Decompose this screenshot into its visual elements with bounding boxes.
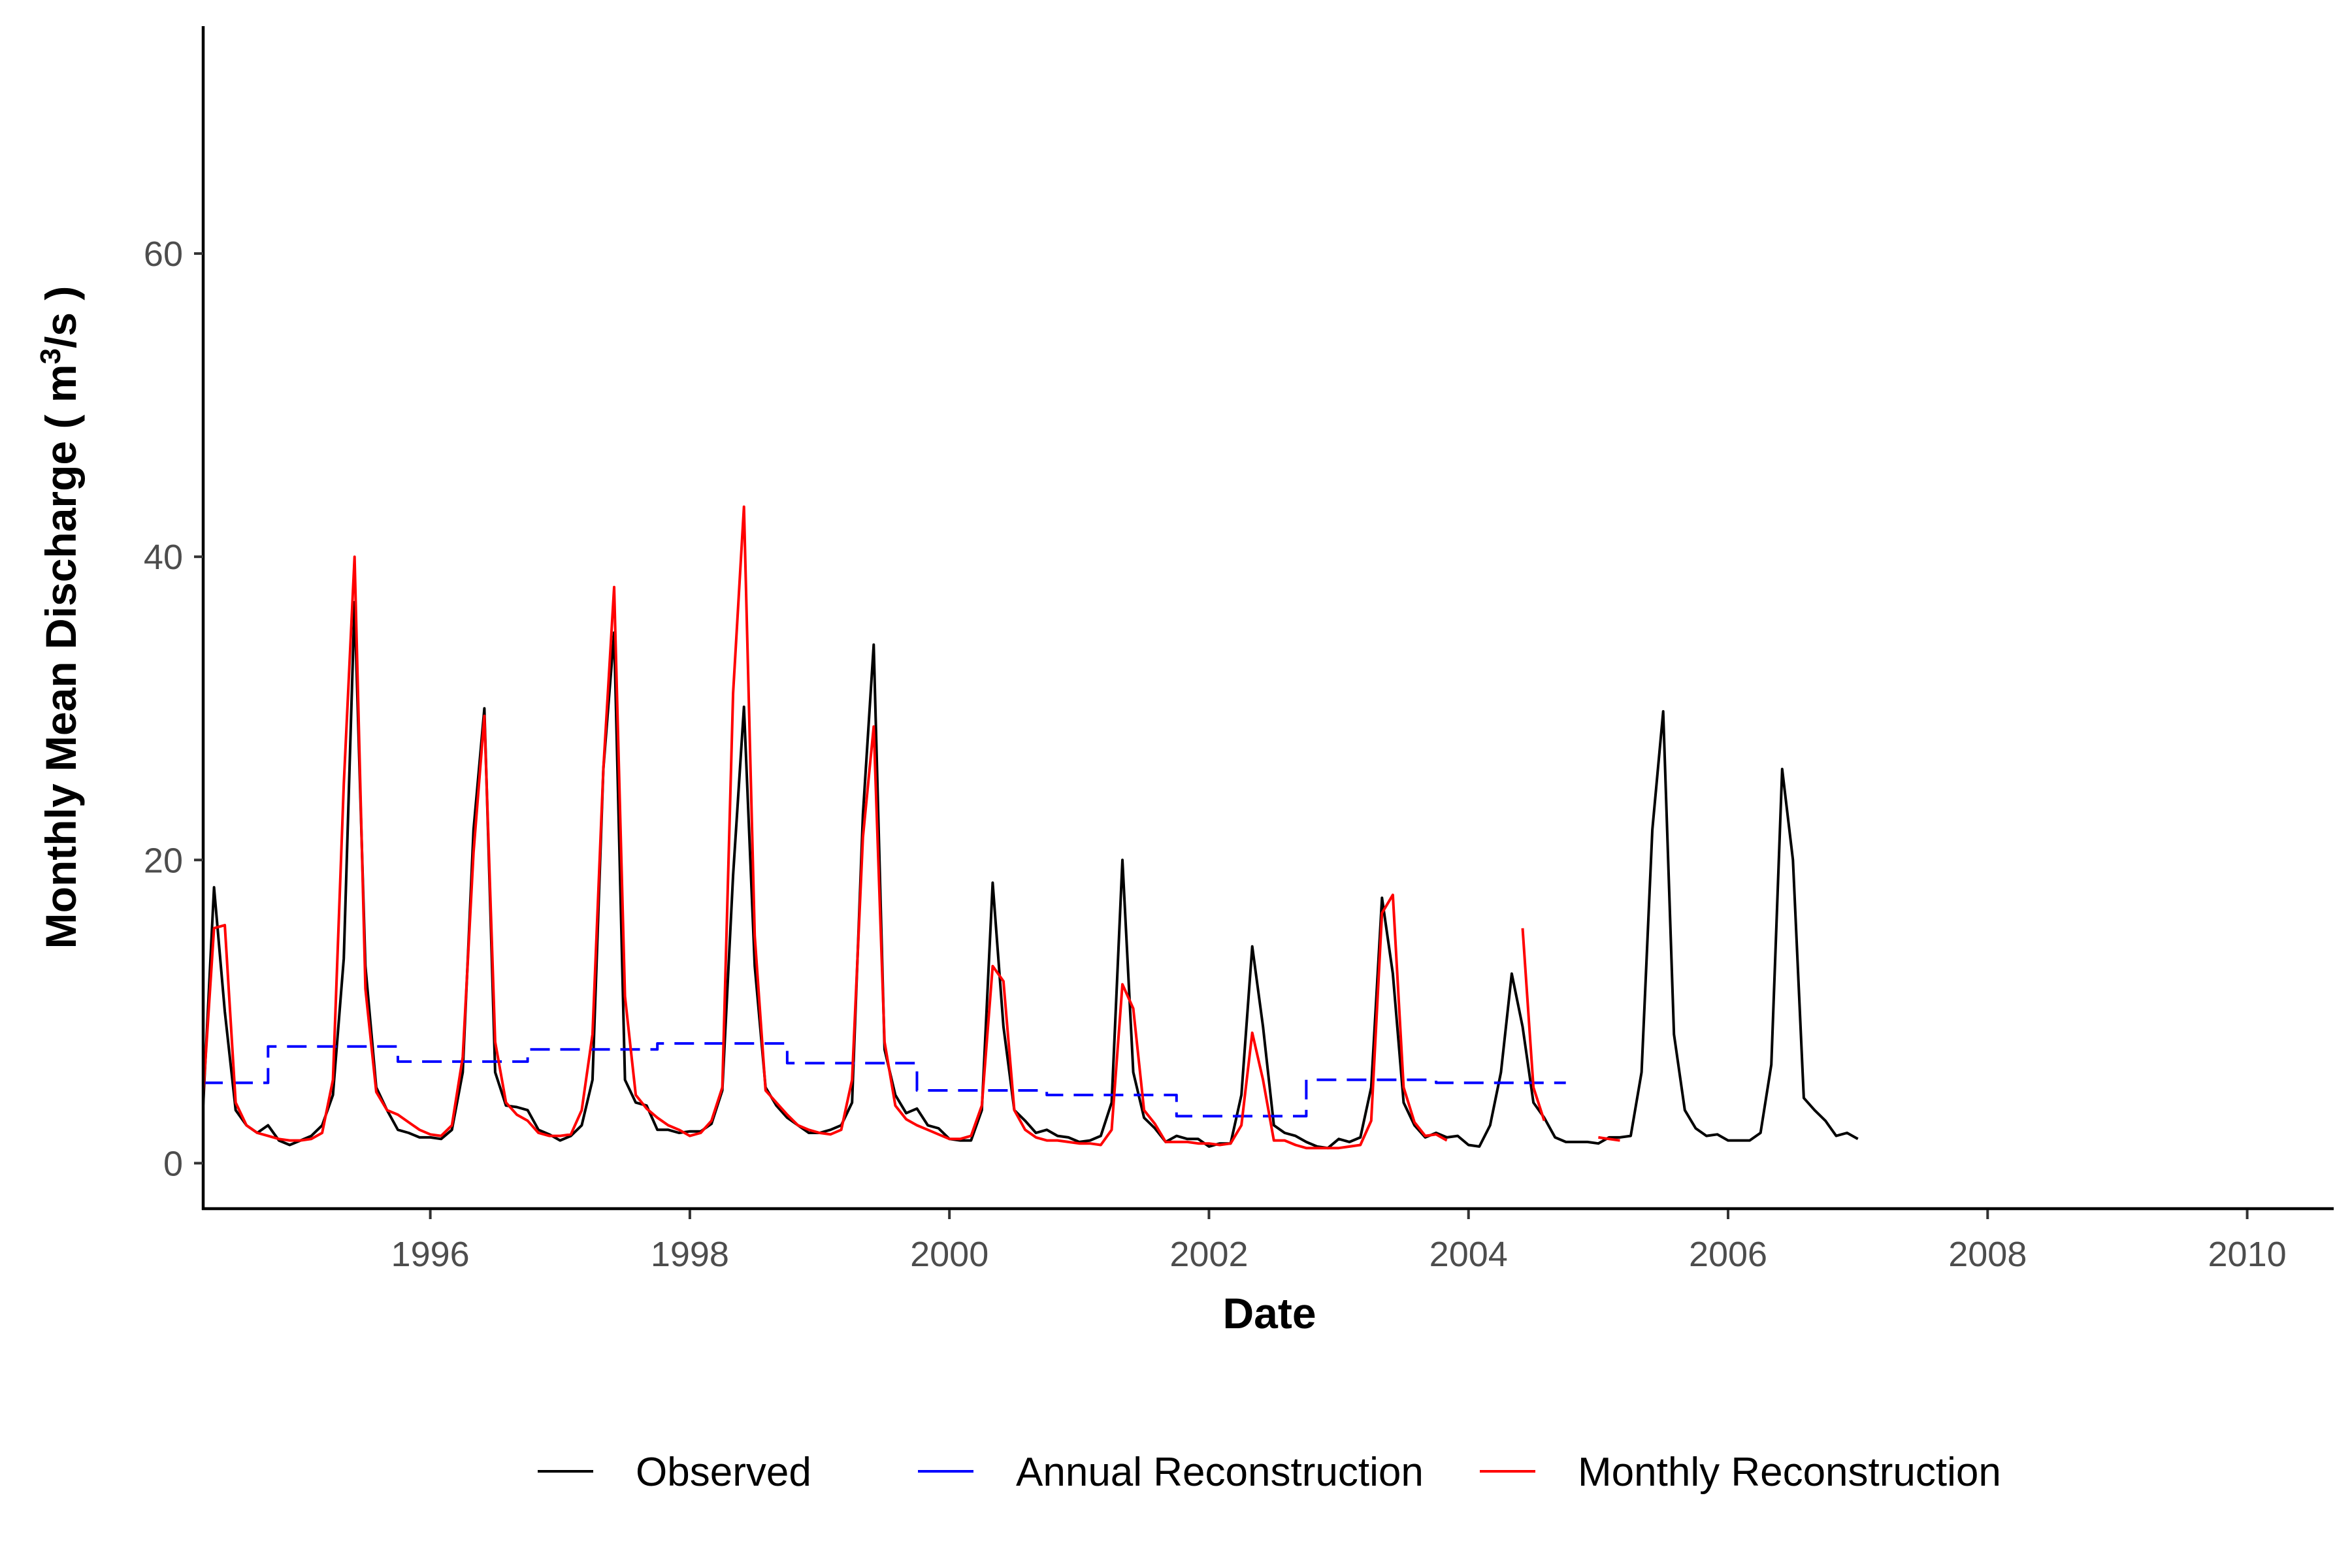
- x-tick-label: 2006: [1689, 1235, 1767, 1274]
- legend: Observed Annual Reconstruction Monthly Rec…: [538, 1450, 2001, 1495]
- x-tick-label: 1996: [391, 1235, 470, 1274]
- x-tick-label: 2000: [910, 1235, 988, 1274]
- x-axis-title: Date: [1222, 1289, 1316, 1337]
- x-tick-label: 2010: [2208, 1235, 2287, 1274]
- y-tick-label: 20: [144, 841, 183, 880]
- y-ticks: 0 20 40 60: [144, 235, 203, 1183]
- x-tick-label: 2002: [1169, 1235, 1248, 1274]
- legend-label-annual-reconstruction: Annual Reconstruction: [1016, 1450, 1424, 1495]
- x-tick-label: 2004: [1429, 1235, 1508, 1274]
- y-axis-title-superscript: 3: [35, 348, 67, 364]
- y-axis-title-prefix: Monthly Mean Discharge ( m: [37, 365, 85, 949]
- y-axis-title: Monthly Mean Discharge ( m3/s ): [35, 286, 85, 949]
- legend-label-observed: Observed: [636, 1450, 811, 1495]
- y-axis-title-suffix: /s ): [37, 286, 85, 348]
- monthly-reconstruction-series-line: [202, 505, 1620, 1150]
- x-ticks: 1996 1998 2000 2002 2004 2006 2008 2010: [391, 1210, 2287, 1274]
- y-tick-label: 60: [144, 235, 183, 274]
- x-tick-label: 2008: [1948, 1235, 2027, 1274]
- y-tick-label: 40: [144, 538, 183, 577]
- y-tick-label: 0: [163, 1144, 183, 1183]
- axes: [201, 26, 2334, 1211]
- observed-series-line: [202, 600, 1859, 1150]
- plot-series: [202, 505, 1859, 1150]
- legend-label-monthly-reconstruction: Monthly Reconstruction: [1578, 1450, 2001, 1495]
- x-tick-label: 1998: [651, 1235, 729, 1274]
